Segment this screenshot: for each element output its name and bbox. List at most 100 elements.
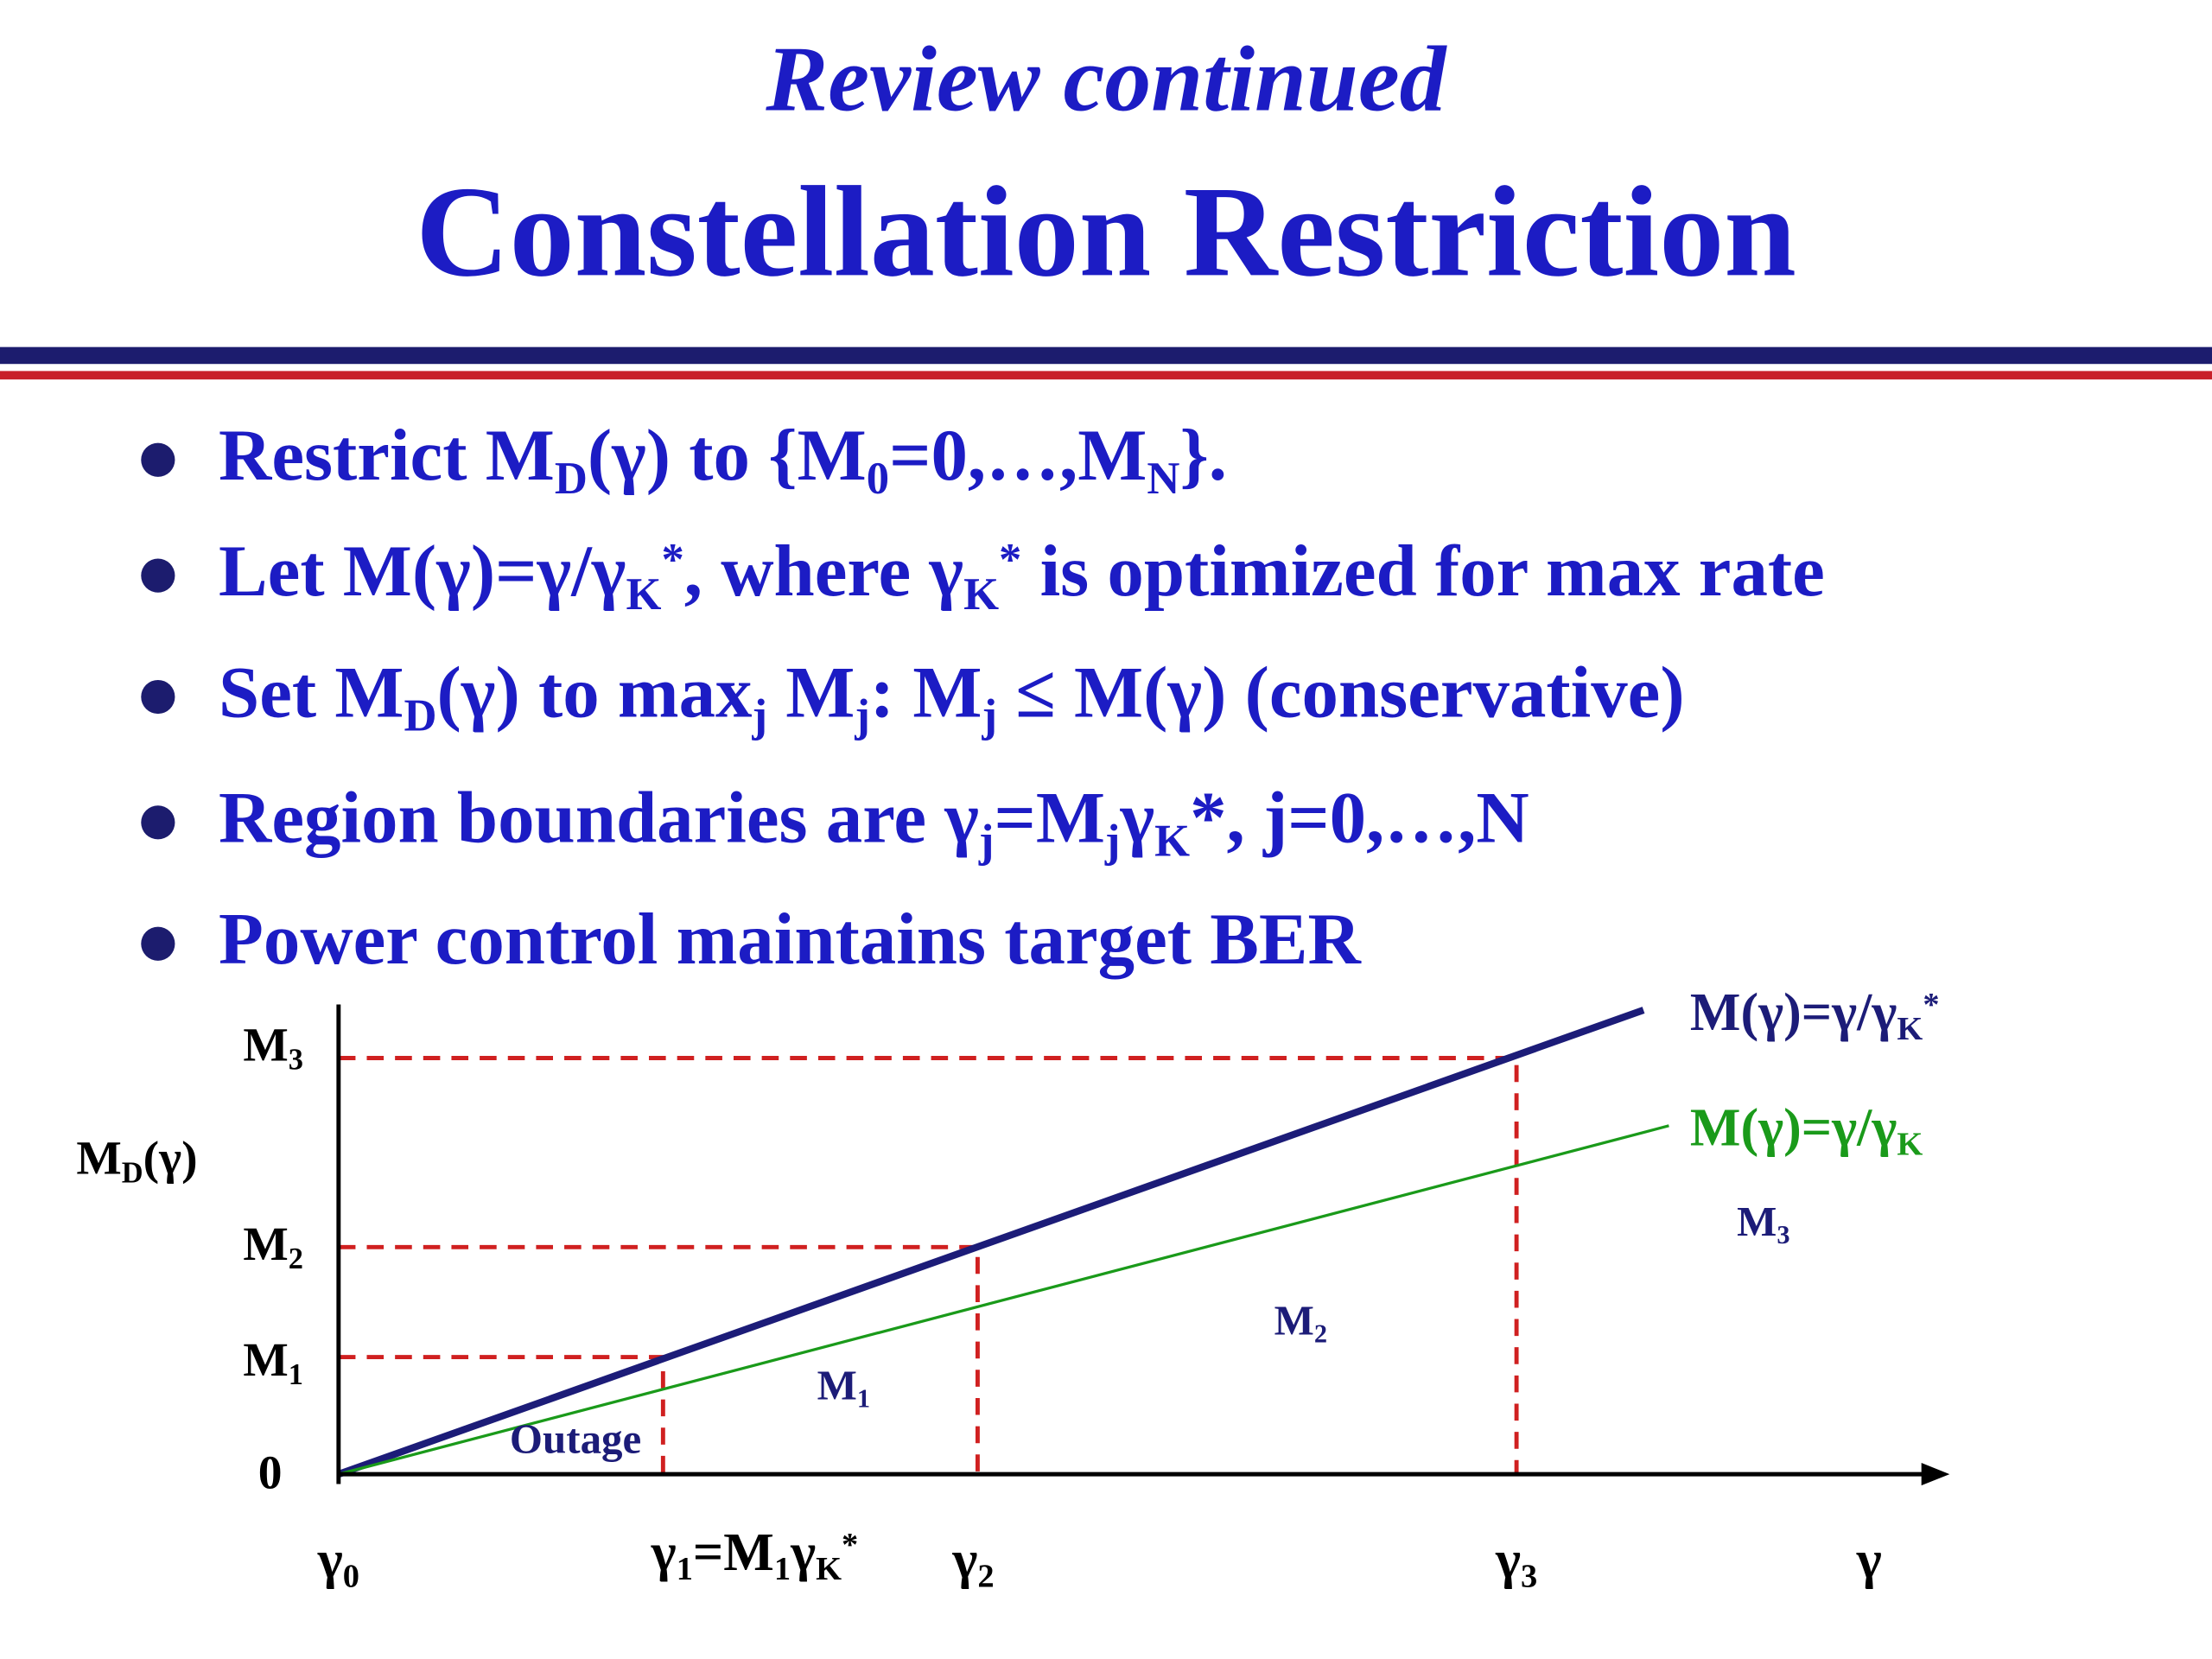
subscript: 2 [289,1243,303,1275]
text-run: M [243,1218,288,1271]
text-run: M [1274,1296,1314,1344]
title: Constellation Restriction [416,160,1796,303]
region-label: Outage [510,1415,641,1463]
subscript: 3 [1521,1559,1537,1595]
text-run: M [817,1362,857,1409]
text-run: Power control maintains target BER [219,899,1362,980]
line-label: M(γ)=γ/γK* [1690,983,1940,1047]
text-run: Let M(γ)=γ/γ [219,531,626,612]
line [338,1124,1669,1476]
text-run: γ [651,1523,677,1582]
subscript: 1 [857,1384,870,1414]
rule-navy [0,346,2212,365]
text-run: M(γ)=γ/γ [1690,983,1897,1042]
text-run: (γ) [143,1132,198,1185]
bullet-dot [141,442,175,477]
bullet-dot [141,926,175,961]
subscript: 3 [1777,1220,1789,1249]
text-run: (γ) to {M [588,415,867,496]
subscript: 1 [677,1552,693,1588]
subtitle: Review continued [765,28,1447,130]
text-run: γ [1495,1530,1521,1589]
subscript: 1 [774,1552,791,1588]
x-label: γ0 [317,1530,359,1594]
subscript: 0 [343,1559,359,1595]
text-run: Region boundaries are γ [219,778,979,859]
bullet-text: Restrict MD(γ) to {M0=0,…,MN}. [219,415,1227,504]
subscript: D [404,690,437,741]
text-run: γ [1119,778,1154,859]
x-label: γ1=M1γK* [651,1523,859,1587]
subscript: 1 [289,1358,303,1391]
supscript: * [999,535,1021,585]
supscript: * [661,535,683,585]
y-label: 0 [258,1446,283,1499]
text-run: (γ) to max [437,652,753,733]
rule-red [0,371,2212,380]
subscript: D [122,1157,143,1190]
text-run: M [76,1132,121,1185]
subscript: j [1104,817,1121,867]
x-label: γ [1856,1530,1882,1589]
subscript: j [751,690,767,741]
line-label: M(γ)=γ/γK [1690,1099,1923,1163]
bullet-dot [141,679,175,715]
text-run: γ [317,1530,343,1589]
y-label: M1 [243,1334,303,1391]
text-run: M(γ)=γ/γ [1690,1099,1897,1158]
subscript: 2 [1314,1319,1327,1348]
text-run: γ [951,1530,977,1589]
axes [336,1004,1933,1484]
optimized-line [337,1007,1645,1478]
text-run: 0 [258,1446,283,1499]
bullet-dot [141,558,175,593]
subscript: D [555,454,588,504]
text-run: : M [870,652,982,733]
subscript: j [854,690,870,741]
x-label: γ2 [951,1530,994,1594]
region-label: M3 [1737,1198,1789,1249]
text-run: Outage [510,1415,641,1463]
bullet-text: Power control maintains target BER [219,899,1362,980]
y-label: M2 [243,1218,303,1275]
x-label: γ3 [1495,1530,1537,1594]
subscript: 2 [977,1559,994,1595]
bullet-text: Set MD(γ) to maxj Mj: Mj ≤ M(γ) (conserv… [219,652,1685,741]
region-label: M2 [1274,1296,1327,1348]
text-run: M [1737,1198,1777,1245]
y-label: MD(γ) [76,1132,197,1189]
subscript: K [1897,1127,1923,1163]
text-run: γ [790,1523,816,1582]
text-run: }. [1179,415,1227,496]
text-run: Restrict M [219,415,555,496]
text-run: , where γ [684,531,963,612]
bullet-text: Region boundaries are γj=MjγK*, j=0,…,N [219,778,1529,867]
subscript: 0 [867,454,889,504]
region-label: M1 [817,1362,870,1414]
y-label: M3 [243,1020,303,1077]
text-run: =0,…,M [889,415,1147,496]
text-run: is optimized for max rate [1021,531,1824,612]
supscript: * [1923,987,1939,1023]
text-run: γ [1856,1530,1882,1589]
supscript: * [842,1527,858,1563]
text-run: Set M [219,652,404,733]
bullet-text: Let M(γ)=γ/γK*, where γK* is optimized f… [219,531,1825,620]
subscript: K [1154,817,1190,867]
subscript: j [978,817,995,867]
text-run: M [243,1020,288,1072]
subscript: N [1147,454,1179,504]
text-run: M [243,1334,288,1387]
subscript: K [816,1552,842,1588]
axis-arrow [1921,1463,1950,1486]
bullet-dot [141,805,175,840]
subscript: K [626,569,662,620]
subscript: 3 [289,1044,303,1077]
subscript: j [981,690,997,741]
text-run: M [767,652,855,733]
subscript: K [1897,1011,1923,1047]
text-run: ≤ M(γ) (conservative) [997,652,1685,733]
text-run: *, j=0,…,N [1190,778,1529,859]
